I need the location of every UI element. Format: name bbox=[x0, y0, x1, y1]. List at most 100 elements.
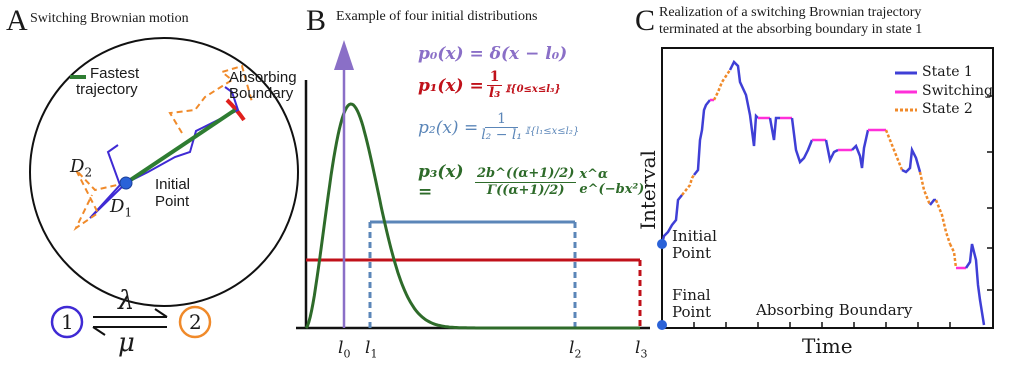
equation-p1-indicator: 𝕀{0≤x≤l₃} bbox=[505, 84, 561, 95]
d2-symbol: D bbox=[70, 156, 85, 177]
legend-state2-label: State 2 bbox=[922, 101, 973, 117]
y-axis-label: Interval bbox=[636, 150, 660, 230]
trajectory-segment-state1 bbox=[693, 99, 711, 176]
equation-p3-numerator: 2b^((α+1)/2) bbox=[475, 165, 577, 183]
initial-label-line1: Initial bbox=[672, 227, 717, 245]
initial-point-label: Initial Point bbox=[672, 228, 717, 262]
x-ticks bbox=[693, 322, 951, 328]
equation-p3-fraction: 2b^((α+1)/2) Γ((α+1)/2) bbox=[475, 165, 577, 199]
rate-lambda: λ bbox=[118, 286, 135, 316]
trajectory-segment-state1 bbox=[929, 198, 936, 206]
equation-p1-denominator: l₃ bbox=[488, 85, 501, 101]
equation-p3-denominator: Γ((α+1)/2) bbox=[486, 182, 565, 198]
equation-p1-fraction: 1 l₃ bbox=[486, 70, 503, 101]
fastest-label-line2: trajectory bbox=[76, 81, 138, 98]
panel-c-title: Realization of a switching Brownian traj… bbox=[659, 4, 922, 38]
trajectory-segment-state2 bbox=[948, 243, 958, 269]
equation-p1-lhs: p₁(x) = bbox=[418, 75, 484, 96]
tick-l0: l0 bbox=[338, 338, 351, 361]
p3-curve bbox=[304, 102, 640, 330]
legend-switching-label: Switching bbox=[922, 83, 993, 99]
trajectory-segment-state1 bbox=[768, 116, 780, 141]
legend-state1-label: State 1 bbox=[922, 64, 973, 80]
initial-label-line2: Point bbox=[155, 193, 190, 210]
fastest-label-line1: Fastest bbox=[90, 65, 140, 82]
panel-a-title: Switching Brownian motion bbox=[30, 11, 189, 26]
final-point-label: Final Point bbox=[672, 287, 711, 321]
panel-a-letter: A bbox=[6, 4, 28, 37]
equation-p2-numerator: 1 bbox=[485, 112, 519, 128]
tick-l2: l2 bbox=[569, 338, 582, 361]
d1-label: D1 bbox=[110, 196, 132, 220]
trajectory-segment-state2 bbox=[918, 171, 932, 206]
panel-c: C Realization of a switching Brownian tr… bbox=[630, 0, 1029, 366]
absorbing-boundary-arc bbox=[225, 98, 246, 122]
d2-subscript: 2 bbox=[84, 165, 93, 180]
fastest-trajectory bbox=[124, 108, 237, 185]
initial-point-dot bbox=[657, 239, 667, 249]
absorbing-boundary-label: Absorbing Boundary bbox=[229, 70, 297, 102]
boundary-label-line2: Boundary bbox=[229, 85, 294, 102]
switching-trajectory bbox=[660, 59, 986, 326]
panel-b-title: Example of four initial distributions bbox=[336, 9, 538, 24]
trajectory-segment-state1 bbox=[851, 129, 870, 169]
initial-label-line2: Point bbox=[672, 244, 712, 262]
boundary-label-line1: Absorbing bbox=[229, 69, 297, 86]
trajectory-segment-state1 bbox=[901, 145, 922, 174]
trajectory-segment-state2 bbox=[934, 199, 952, 245]
trajectory-segment-state2 bbox=[884, 129, 904, 171]
panel-b-letter: B bbox=[306, 4, 327, 37]
d1-symbol: D bbox=[110, 196, 125, 217]
x-axis-label: Time bbox=[802, 334, 853, 358]
plot-frame bbox=[661, 47, 994, 329]
equation-p1: p₁(x) = 1 l₃ 𝕀{0≤x≤l₃} bbox=[418, 70, 561, 101]
trajectory-segment-state1 bbox=[790, 117, 814, 165]
panel-c-letter: C bbox=[635, 4, 656, 37]
tick-l1: l1 bbox=[365, 338, 378, 361]
equation-p2-fraction: 1 l₂ − l₁ bbox=[481, 112, 522, 143]
d1-subscript: 1 bbox=[124, 205, 133, 220]
trajectory-segment-state1 bbox=[660, 194, 683, 245]
rate-mu: μ bbox=[118, 328, 135, 358]
fastest-label: Fastest trajectory bbox=[76, 65, 140, 98]
state-2-circle bbox=[178, 305, 212, 339]
equation-p3-tail: x^α e^(−bx²) bbox=[579, 167, 645, 197]
equation-p3-lhs: p₃(x) = bbox=[418, 162, 464, 202]
trajectory-segment-state2 bbox=[712, 69, 732, 101]
final-label-line2: Point bbox=[672, 303, 712, 321]
domain-circle bbox=[29, 37, 299, 307]
final-point-dot bbox=[657, 320, 667, 330]
panel-c-plot bbox=[657, 47, 994, 330]
panel-c-title-line1: Realization of a switching Brownian traj… bbox=[659, 5, 922, 20]
panel-a-diagram bbox=[29, 37, 299, 339]
panel-b: B Example of four initial distributions … bbox=[290, 0, 660, 366]
initial-point-dot bbox=[119, 176, 133, 190]
p0-delta-arrowhead bbox=[334, 40, 354, 70]
state-2-label: 2 bbox=[189, 310, 202, 334]
equation-p2: p₂(x) = 1 l₂ − l₁ 𝕀{l₁≤x≤l₂} bbox=[418, 112, 579, 143]
final-label-line1: Final bbox=[672, 286, 711, 304]
legend bbox=[895, 71, 917, 112]
trajectory-segment-state1 bbox=[824, 139, 839, 164]
equation-p1-numerator: 1 bbox=[486, 70, 503, 86]
d2-label: D2 bbox=[70, 156, 92, 180]
equation-p2-denominator: l₂ − l₁ bbox=[481, 127, 523, 143]
equation-p3: p₃(x) = 2b^((α+1)/2) Γ((α+1)/2) x^α e^(−… bbox=[418, 162, 660, 202]
trajectory-d2 bbox=[73, 169, 127, 231]
state-1-circle bbox=[50, 305, 84, 339]
initial-point-label: Initial Point bbox=[155, 176, 190, 210]
equation-p0: p₀(x) = δ(x − l₀) bbox=[418, 44, 568, 64]
trajectory-segment-state1 bbox=[728, 59, 759, 147]
absorbing-boundary-label: Absorbing Boundary bbox=[756, 301, 913, 319]
tick-l3: l3 bbox=[635, 338, 648, 361]
equation-p2-indicator: 𝕀{l₁≤x≤l₂} bbox=[525, 126, 580, 137]
trajectory-d2-upper bbox=[168, 64, 253, 134]
panel-a: A Switching Brownian motion Fastest traj… bbox=[0, 0, 300, 366]
y-ticks bbox=[987, 95, 993, 291]
trajectory-d1 bbox=[125, 86, 240, 184]
panel-c-title-line2: terminated at the absorbing boundary in … bbox=[659, 22, 923, 37]
panel-b-plot bbox=[296, 40, 650, 330]
state-1-label: 1 bbox=[61, 310, 74, 334]
equation-p2-lhs: p₂(x) = bbox=[418, 117, 479, 138]
initial-label-line1: Initial bbox=[155, 176, 191, 193]
